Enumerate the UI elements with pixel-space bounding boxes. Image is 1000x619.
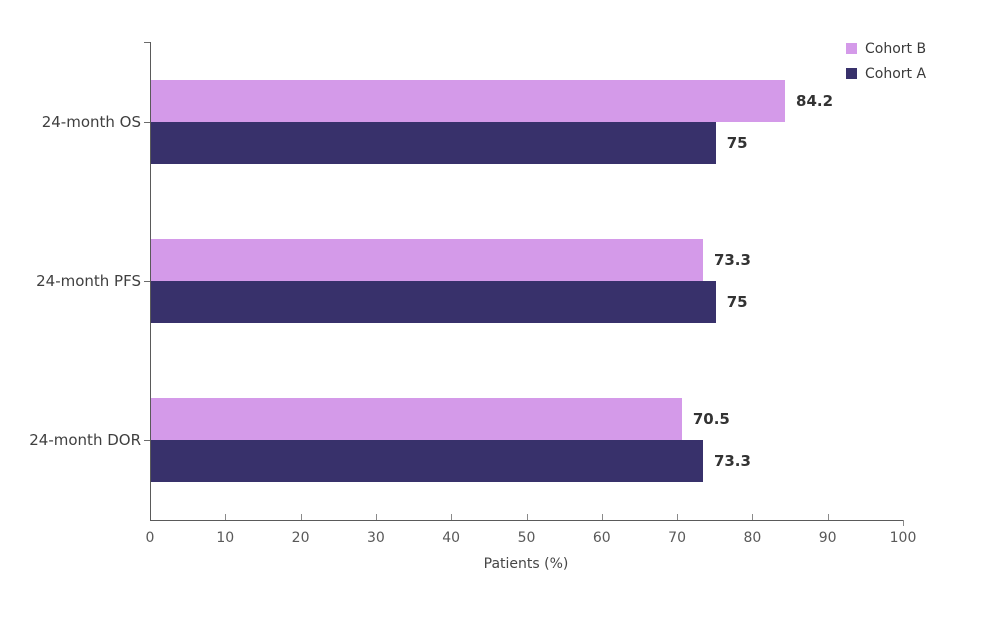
y-axis-end-cap (144, 42, 150, 43)
y-tick-mark (144, 440, 150, 441)
x-tick-label: 80 (743, 530, 762, 546)
y-tick-mark (144, 122, 150, 123)
legend-label: Cohort B (865, 40, 927, 57)
bar-cohort-a (151, 281, 716, 323)
category-label: 24-month OS (41, 112, 141, 131)
bar-value-label: 70.5 (692, 410, 730, 429)
x-tick-label: 20 (291, 530, 310, 546)
x-tick-mark (375, 514, 377, 520)
bar-cohort-a (151, 121, 716, 164)
bar-cohort-b (151, 398, 682, 441)
x-tick-label: 90 (818, 530, 837, 546)
x-tick-mark (451, 514, 453, 520)
bar-value-label: 75 (726, 293, 748, 311)
bar-value-label: 75 (726, 133, 748, 152)
legend: Cohort B Cohort A (846, 36, 926, 86)
x-tick-label: 10 (216, 530, 235, 546)
x-tick-label: 30 (366, 530, 385, 546)
bar-cohort-b (151, 239, 703, 281)
x-tick-label: 0 (145, 530, 155, 546)
x-tick-mark (526, 514, 528, 520)
x-tick-label: 60 (592, 530, 611, 546)
bar-value-label: 73.3 (713, 251, 751, 269)
x-tick-mark (752, 514, 754, 520)
x-tick-mark (827, 514, 829, 520)
y-axis-line (150, 42, 151, 520)
legend-item: Cohort A (846, 61, 926, 86)
bar-cohort-b (151, 79, 786, 122)
x-tick-label: 70 (668, 530, 686, 546)
x-tick-mark (300, 514, 302, 520)
x-axis-line (150, 520, 904, 521)
x-tick-mark (677, 514, 679, 520)
bar-value-label: 84.2 (796, 91, 834, 110)
category-label: 24-month DOR (29, 431, 141, 450)
legend-item: Cohort B (846, 36, 926, 61)
category-label: 24-month PFS (36, 272, 141, 290)
x-tick-mark (225, 514, 227, 520)
y-tick-mark (144, 281, 150, 282)
legend-label: Cohort A (865, 65, 927, 82)
x-tick-mark (601, 514, 603, 520)
x-tick-label: 40 (442, 530, 461, 546)
bar-cohort-a (151, 440, 703, 483)
x-tick-mark (903, 520, 904, 526)
bar-value-label: 73.3 (713, 452, 751, 471)
x-axis-title: Patients (%) (483, 556, 569, 572)
legend-swatch-icon (846, 68, 857, 79)
x-tick-label: 100 (889, 530, 917, 546)
x-tick-label: 50 (517, 530, 536, 546)
legend-swatch-icon (846, 43, 857, 54)
